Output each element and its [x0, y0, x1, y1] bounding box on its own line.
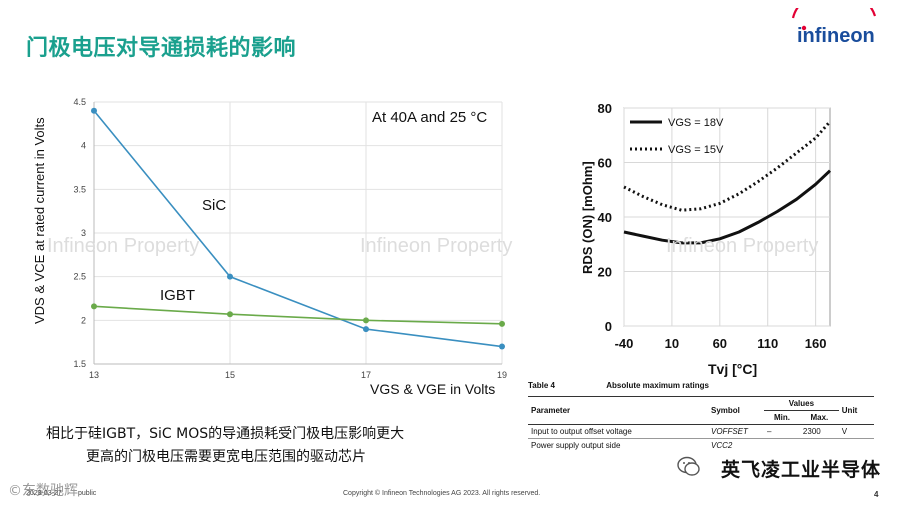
- chart2-series: [623, 120, 832, 245]
- x-tick-label: 60: [713, 336, 727, 351]
- note-line-1: 相比于硅IGBT，SiC MOS的导通损耗受门极电压影响更大: [46, 426, 405, 442]
- y-tick-label: 60: [598, 156, 612, 171]
- cell-symbol: VOFFSET: [708, 424, 764, 439]
- footer-date: 2023-03-27: [26, 490, 62, 497]
- legend-vgs-15: VGS = 15V: [668, 144, 724, 156]
- cell-min: –: [764, 424, 800, 439]
- series-igbt-point: [363, 317, 369, 324]
- wechat-icon: [677, 456, 700, 476]
- y-tick-label: 3: [81, 228, 86, 238]
- chart-watermark: Infineon Property: [360, 235, 512, 257]
- y-tick-label: 20: [598, 265, 612, 280]
- y-tick-label: 4: [81, 141, 86, 151]
- series-sic-point: [499, 343, 505, 350]
- chart1-series-label-sic: SiC: [202, 197, 226, 214]
- x-tick-label: 17: [361, 370, 371, 380]
- y-tick-label: 1.5: [73, 359, 86, 369]
- series-sic-point: [363, 326, 369, 333]
- chart1-tick-labels: 1.5 2 2.5 3 3.5 4 4.5 13 15 17 19: [73, 97, 507, 380]
- series-vgs-18-line: [623, 169, 832, 245]
- chart-watermark: Infineon Property: [666, 235, 818, 257]
- col-unit: Unit: [838, 396, 874, 425]
- legend-vgs-18: VGS = 18V: [668, 117, 724, 129]
- col-max: Max.: [799, 410, 839, 425]
- series-sic-point: [91, 107, 97, 114]
- col-parameter: Parameter: [528, 396, 708, 425]
- x-tick-label: 13: [89, 370, 99, 380]
- corner-watermark: ©东数驰辉: [8, 483, 78, 499]
- chart1-annotation: At 40A and 25 °C: [372, 109, 487, 126]
- chart2-tick-labels: 0 20 40 60 80 -40 10 60 110 160: [598, 101, 827, 351]
- series-sic-line: [93, 110, 503, 348]
- table-title: Absolute maximum ratings: [606, 381, 709, 390]
- y-tick-label: 4.5: [73, 97, 86, 107]
- y-tick-label: 3.5: [73, 184, 86, 194]
- col-min: Min.: [764, 410, 800, 425]
- table-caption: Table 4 Absolute maximum ratings: [528, 381, 874, 390]
- chart1-axes: [93, 102, 502, 365]
- series-igbt-point: [91, 303, 97, 310]
- cell-parameter: Input to output offset voltage: [528, 424, 708, 439]
- chart2-ylabel: RDS (ON) [mOhm]: [580, 161, 595, 274]
- series-igbt-line: [93, 305, 503, 325]
- wechat-watermark: 英飞凌工业半导体: [720, 459, 881, 481]
- y-tick-label: 2.5: [73, 272, 86, 282]
- col-symbol: Symbol: [708, 396, 764, 425]
- chart2-legend: VGS = 18V VGS = 15V: [630, 117, 724, 156]
- chart1-series-label-igbt: IGBT: [160, 287, 195, 304]
- chart1-series: [91, 107, 505, 350]
- chart2-grid: [623, 107, 831, 327]
- vds-vce-chart: 1.5 2 2.5 3 3.5 4 4.5 13 15 17 19 At 40A and 25 °C…: [32, 97, 512, 397]
- chart1-xlabel: VGS & VGE in Volts: [370, 381, 495, 397]
- table-row: Input to output offset voltage VOFFSET –…: [528, 424, 874, 439]
- y-tick-label: 40: [598, 210, 612, 225]
- abs-max-ratings-table: Table 4 Absolute maximum ratings Paramet…: [528, 381, 874, 452]
- x-tick-label: 160: [805, 336, 827, 351]
- slide-title: 门极电压对导通损耗的影响: [26, 36, 297, 61]
- x-tick-label: 19: [497, 370, 507, 380]
- logo-text: infineon: [797, 25, 875, 47]
- y-tick-label: 80: [598, 101, 612, 116]
- x-tick-label: 15: [225, 370, 235, 380]
- y-tick-label: 2: [81, 315, 86, 325]
- page-number: 4: [874, 490, 879, 499]
- series-igbt-point: [499, 320, 505, 327]
- table-row: Power supply output side VCC2: [528, 439, 874, 453]
- chart1-ylabel: VDS & VCE at rated current in Volts: [32, 117, 47, 324]
- footer-copyright: Copyright © Infineon Technologies AG 202…: [343, 490, 541, 497]
- footer-classification: public: [78, 490, 97, 497]
- series-sic-point: [227, 273, 233, 280]
- y-tick-label: 0: [605, 319, 612, 334]
- chart-watermark: Infineon Property: [47, 235, 199, 257]
- chart2-xlabel: Tvj [°C]: [708, 361, 757, 377]
- cell-unit: [839, 439, 874, 453]
- chart1-grid: [93, 101, 503, 365]
- cell-max: 2300: [799, 424, 839, 439]
- cell-symbol: VCC2: [711, 441, 733, 450]
- cell-parameter: Power supply output side: [531, 441, 621, 450]
- rdson-chart: 0 20 40 60 80 -40 10 60 110 160 VGS = 18V VGS = 1…: [580, 101, 832, 377]
- x-tick-label: -40: [615, 336, 634, 351]
- x-tick-label: 110: [757, 336, 778, 351]
- note-line-2: 更高的门极电压需要更宽电压范围的驱动芯片: [86, 449, 366, 465]
- cell-max: [800, 439, 839, 453]
- x-tick-label: 10: [665, 336, 679, 351]
- col-values: Values: [764, 396, 839, 411]
- cell-min: [764, 439, 800, 453]
- table-number: Table 4: [528, 381, 555, 390]
- series-igbt-point: [227, 311, 233, 318]
- cell-unit: V: [838, 424, 874, 439]
- infineon-logo: infineon: [791, 8, 877, 47]
